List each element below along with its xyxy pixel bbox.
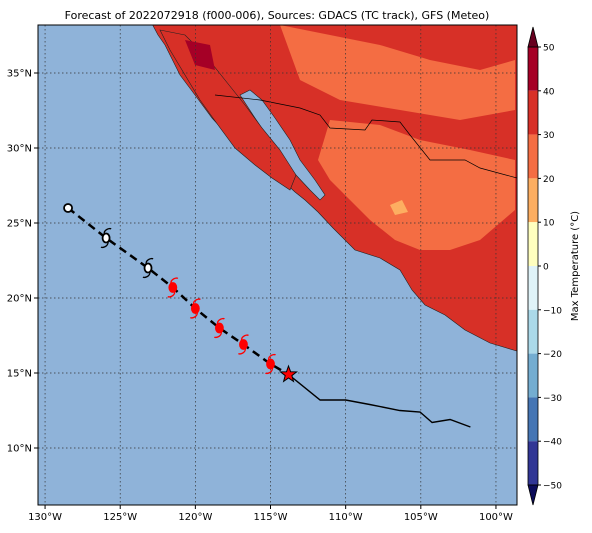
- storm-arm: [145, 258, 154, 265]
- storm-arm: [167, 291, 176, 298]
- storm-arm: [103, 228, 112, 235]
- colorbar-band: [528, 309, 538, 354]
- x-tick-label: 120°W: [178, 512, 212, 523]
- y-tick-label: 15°N: [7, 369, 32, 380]
- colorbar-band: [528, 134, 538, 179]
- y-tick-label: 35°N: [7, 69, 32, 80]
- storm-eye: [168, 282, 178, 293]
- colorbar-tick-label: 10: [543, 219, 555, 229]
- map-title: Forecast of 2022072918 (f000-006), Sourc…: [65, 9, 490, 22]
- colorbar-tick-label: −40: [543, 438, 562, 448]
- colorbar-tick-label: −50: [543, 482, 562, 492]
- x-tick-label: 110°W: [329, 512, 363, 523]
- colorbar-band: [528, 266, 538, 310]
- current-position: [279, 364, 298, 383]
- forecast-position: [167, 277, 179, 298]
- colorbar-extend: [527, 26, 539, 48]
- storm-arm: [192, 298, 201, 305]
- forecast-position: [265, 354, 276, 374]
- storm-eye: [143, 262, 153, 274]
- colorbar-tick-label: 0: [543, 263, 549, 273]
- colorbar-band: [528, 222, 538, 266]
- forecast-position: [213, 318, 225, 338]
- x-tick-label: 130°W: [28, 512, 62, 523]
- x-tick-label: 125°W: [103, 512, 137, 523]
- storm-eye: [215, 322, 224, 334]
- y-tick-label: 10°N: [7, 444, 32, 455]
- forecast-position: [189, 298, 201, 319]
- colorbar-band: [528, 47, 538, 91]
- forecast-path: [288, 373, 471, 428]
- colorbar-band: [528, 90, 538, 135]
- x-tick-label: 115°W: [254, 512, 288, 523]
- y-tick-label: 25°N: [7, 219, 32, 230]
- past-position: [100, 228, 112, 248]
- colorbar-label: Max Temperature (°C): [570, 211, 581, 321]
- storm-arm: [170, 277, 179, 284]
- forecast-position: [237, 334, 249, 355]
- x-tick-label: 100°W: [479, 512, 513, 523]
- x-tick-label: 105°W: [404, 512, 438, 523]
- storm-eye: [190, 303, 200, 314]
- storm-arm: [240, 334, 249, 341]
- colorbar-tick-label: −30: [543, 394, 562, 404]
- colorbar-band: [528, 178, 538, 223]
- y-tick-label: 30°N: [7, 144, 32, 155]
- past-position: [142, 258, 154, 278]
- colorbar-tick-label: 30: [543, 131, 555, 141]
- past-position: [63, 203, 73, 213]
- storm-eye: [266, 358, 275, 370]
- storm-arm: [265, 367, 274, 374]
- storm-arm: [267, 354, 276, 361]
- colorbar-tick-label: 50: [543, 44, 555, 54]
- storm-arm: [237, 348, 247, 355]
- storm-eye: [239, 339, 248, 350]
- storm-eye: [101, 232, 111, 244]
- map-frame: [37, 24, 518, 506]
- storm-arm: [213, 331, 223, 338]
- land: [152, 25, 517, 352]
- colorbar-extend: [527, 484, 539, 506]
- position-marker: [63, 203, 73, 213]
- colorbar-tick-label: 40: [543, 87, 555, 97]
- storm-arm: [100, 241, 109, 248]
- colorbar-tick-label: −10: [543, 306, 562, 316]
- storm-arm: [216, 318, 225, 325]
- colorbar-tick-label: −20: [543, 350, 562, 360]
- colorbar-band: [528, 353, 538, 398]
- colorbar-tick-label: 20: [543, 175, 555, 185]
- grid: [38, 25, 517, 505]
- colorbar: 50 40 30 20 10 0 −10 −20 −30 −40 −50: [527, 26, 562, 506]
- colorbar-band: [528, 441, 538, 485]
- storm-arm: [189, 312, 199, 319]
- storm-arm: [142, 271, 151, 278]
- y-tick-label: 20°N: [7, 294, 32, 305]
- colorbar-band: [528, 397, 538, 442]
